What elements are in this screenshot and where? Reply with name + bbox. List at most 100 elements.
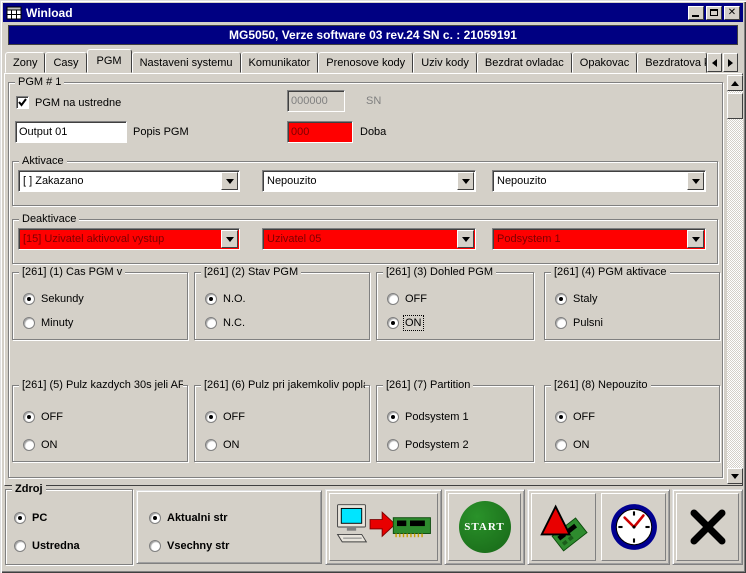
- radio-minuty[interactable]: Minuty: [23, 316, 73, 330]
- minimize-button[interactable]: [688, 5, 704, 20]
- radio-label: Podsystem 1: [405, 411, 469, 423]
- chevron-down-icon[interactable]: [687, 172, 704, 190]
- x-icon: [690, 509, 725, 545]
- app-icon: [6, 6, 22, 19]
- popis-pgm-input[interactable]: [15, 121, 127, 143]
- radio-label: N.O.: [223, 293, 246, 305]
- start-icon: START: [458, 501, 511, 553]
- start-label: START: [464, 521, 505, 533]
- radio-pc[interactable]: PC: [14, 511, 47, 525]
- panel-info-text: MG5050, Verze software 03 rev.24 SN c. :…: [229, 28, 517, 42]
- radio-label: OFF: [41, 411, 63, 423]
- zdroj-title: Zdroj: [12, 483, 46, 495]
- aktivace-title: Aktivace: [19, 155, 67, 167]
- group-261-5: [261] (5) Pulz kazdych 30s jeli AF OFF O…: [12, 379, 188, 462]
- checkbox-checked-icon: [16, 96, 29, 109]
- chevron-down-icon[interactable]: [687, 230, 704, 248]
- radio-vsechny-str[interactable]: Vsechny str: [149, 539, 229, 553]
- combo-value: [ ] Zakazano: [23, 175, 84, 187]
- tab-uziv-kody[interactable]: Uziv kody: [413, 52, 477, 73]
- tab-bezdratova-klavesnice[interactable]: Bezdratova klavesn: [637, 52, 707, 73]
- radio-off[interactable]: OFF: [205, 410, 245, 424]
- radio-podsystem-1[interactable]: Podsystem 1: [387, 410, 469, 424]
- radio-label: Pulsni: [573, 317, 603, 329]
- radio-on[interactable]: ON: [555, 438, 590, 452]
- radio-on[interactable]: ON: [205, 438, 240, 452]
- radio-on[interactable]: ON: [387, 315, 424, 331]
- tab-opakovac[interactable]: Opakovac: [571, 52, 638, 73]
- radio-staly[interactable]: Staly: [555, 292, 597, 306]
- radio-no[interactable]: N.O.: [205, 292, 246, 306]
- radio-podsystem-2[interactable]: Podsystem 2: [387, 438, 469, 452]
- tab-scroll-left-button[interactable]: [707, 53, 722, 72]
- radio-icon: [387, 439, 399, 451]
- sn-field[interactable]: [287, 90, 345, 112]
- chevron-down-icon[interactable]: [221, 230, 238, 248]
- tab-komunikator[interactable]: Komunikator: [240, 52, 319, 73]
- radio-label: Aktualni str: [167, 512, 228, 524]
- radio-selected-icon: [205, 293, 217, 305]
- radio-sekundy[interactable]: Sekundy: [23, 292, 84, 306]
- radio-on[interactable]: ON: [23, 438, 58, 452]
- tab-scroll-right-button[interactable]: [723, 53, 738, 72]
- send-to-panel-button[interactable]: [329, 493, 438, 561]
- radio-aktualni-str[interactable]: Aktualni str: [149, 511, 228, 525]
- deaktivace-partition-select[interactable]: Podsystem 1: [492, 228, 706, 250]
- tab-pgm[interactable]: PGM: [86, 49, 132, 73]
- start-button[interactable]: START: [448, 493, 521, 561]
- strana-panel: Aktualni str Vsechny str: [136, 490, 322, 564]
- group-261-6: [261] (6) Pulz pri jakemkoliv popla OFF …: [194, 379, 370, 462]
- radio-label: N.C.: [223, 317, 245, 329]
- combo-value: Podsystem 1: [497, 233, 561, 245]
- clock-button[interactable]: [601, 493, 666, 561]
- tab-prenosove-kody[interactable]: Prenosove kody: [318, 52, 414, 73]
- tab-nastaveni-systemu[interactable]: Nastaveni systemu: [131, 52, 241, 73]
- radio-pulsni[interactable]: Pulsni: [555, 316, 603, 330]
- aktivace-group-select[interactable]: Nepouzito: [262, 170, 476, 192]
- radio-label: Minuty: [41, 317, 74, 329]
- radio-nc[interactable]: N.C.: [205, 316, 245, 330]
- radio-selected-icon: [555, 411, 567, 423]
- radio-off[interactable]: OFF: [387, 292, 427, 306]
- combo-value: Nepouzito: [267, 175, 317, 187]
- title-bar: Winload ✕: [3, 3, 743, 22]
- minimize-icon: [692, 14, 699, 17]
- pgm1-groupbox: PGM # 1: [8, 76, 723, 478]
- radio-selected-icon: [205, 411, 217, 423]
- scroll-up-button[interactable]: [727, 75, 743, 91]
- maximize-button[interactable]: [706, 5, 722, 20]
- scrollbar-thumb[interactable]: [727, 93, 743, 119]
- chevron-left-icon: [712, 58, 717, 67]
- chevron-down-icon[interactable]: [457, 230, 474, 248]
- group-261-2: [261] (2) Stav PGM N.O. N.C.: [194, 266, 370, 340]
- verify-button[interactable]: [531, 493, 596, 561]
- exit-button[interactable]: [676, 493, 739, 561]
- scroll-down-button[interactable]: [727, 468, 743, 484]
- tab-casy[interactable]: Casy: [45, 52, 87, 73]
- combo-value: Uzivatel 05: [267, 233, 322, 245]
- clock-icon: [610, 504, 657, 550]
- radio-selected-icon: [387, 411, 399, 423]
- vertical-scrollbar[interactable]: [727, 75, 743, 484]
- radio-off[interactable]: OFF: [23, 410, 63, 424]
- deaktivace-user-select[interactable]: Uzivatel 05: [262, 228, 476, 250]
- radio-off[interactable]: OFF: [555, 410, 595, 424]
- group-title: [261] (5) Pulz kazdych 30s jeli AF: [19, 379, 183, 391]
- aktivace-event-select[interactable]: [ ] Zakazano: [18, 170, 240, 192]
- group-title: [261] (6) Pulz pri jakemkoliv popla: [201, 379, 365, 391]
- doba-input[interactable]: [287, 121, 353, 143]
- group-261-3: [261] (3) Dohled PGM OFF ON: [376, 266, 534, 340]
- aktivace-groupbox: Aktivace: [12, 155, 718, 206]
- chevron-down-icon[interactable]: [457, 172, 474, 190]
- close-button[interactable]: ✕: [724, 5, 740, 20]
- tab-bezdrat-ovladac[interactable]: Bezdrat ovladac: [476, 52, 572, 73]
- radio-label: OFF: [405, 293, 427, 305]
- radio-ustredna[interactable]: Ustredna: [14, 539, 80, 553]
- chevron-down-icon[interactable]: [221, 172, 238, 190]
- tab-zony[interactable]: Zony: [5, 52, 46, 73]
- deaktivace-event-select[interactable]: [15] Uzivatel aktivoval vystup: [18, 228, 240, 250]
- maximize-icon: [710, 9, 718, 16]
- aktivace-partition-select[interactable]: Nepouzito: [492, 170, 706, 192]
- pgm-on-panel-checkbox[interactable]: PGM na ustredne: [16, 96, 121, 109]
- sn-label: SN: [366, 95, 382, 107]
